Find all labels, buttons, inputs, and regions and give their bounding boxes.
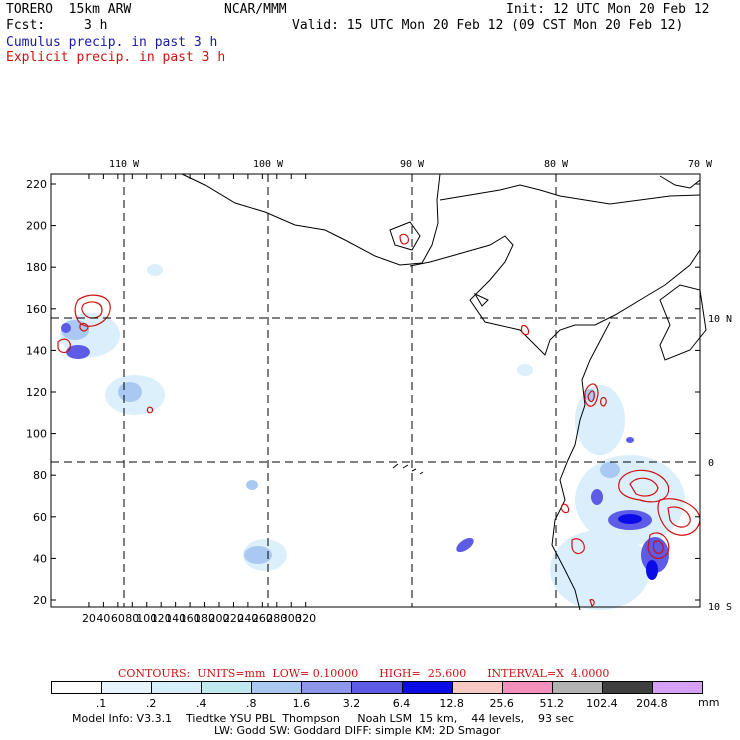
lat-label: 10 N bbox=[708, 314, 732, 325]
y-tick-label: 20 bbox=[33, 594, 47, 607]
colorbar-swatch bbox=[401, 681, 453, 694]
colorbar-swatch bbox=[51, 681, 103, 694]
colorbar-label: .4 bbox=[195, 697, 207, 710]
x-tick-label: 120 bbox=[151, 612, 172, 625]
lon-label: 70 W bbox=[688, 159, 713, 170]
x-tick-label: 180 bbox=[194, 612, 215, 625]
y-tick-label: 100 bbox=[26, 428, 47, 441]
contours-info: CONTOURS: UNITS=mm LOW= 0.10000 HIGH= 25… bbox=[118, 667, 610, 680]
explicit-precip-contours bbox=[57, 233, 701, 607]
colorbar-units: mm bbox=[698, 696, 720, 709]
model-info-line1: Model Info: V3.3.1 Tiedtke YSU PBL Thomp… bbox=[72, 712, 575, 725]
org-label: NCAR/MMM bbox=[224, 2, 287, 17]
x-tick-label: 280 bbox=[266, 612, 287, 625]
colorbar-swatch bbox=[551, 681, 603, 694]
lon-label: 80 W bbox=[544, 159, 569, 170]
colorbar-label: 204.8 bbox=[636, 697, 668, 710]
colorbar-label: 3.2 bbox=[342, 697, 361, 710]
y-tick-label: 80 bbox=[33, 469, 47, 482]
y-tick-label: 220 bbox=[26, 178, 47, 191]
lon-label: 100 W bbox=[253, 159, 284, 170]
y-tick-label: 120 bbox=[26, 386, 47, 399]
colorbar-label: 51.2 bbox=[539, 697, 565, 710]
y-tick-label: 60 bbox=[33, 511, 47, 524]
x-tick-label: 160 bbox=[180, 612, 201, 625]
y-tick-label: 200 bbox=[26, 220, 47, 233]
colorbar-swatch bbox=[251, 681, 303, 694]
colorbar-label: 6.4 bbox=[392, 697, 411, 710]
graticule bbox=[51, 174, 700, 607]
colorbar-label: .2 bbox=[145, 697, 157, 710]
lat-label: 0 bbox=[708, 458, 714, 469]
y-tick-label: 40 bbox=[33, 552, 47, 565]
x-tick-label: 100 bbox=[136, 612, 157, 625]
field-explicit-label: Explicit precip. in past 3 h bbox=[6, 50, 226, 65]
colorbar-swatch bbox=[101, 681, 153, 694]
x-tick-label: 140 bbox=[165, 612, 186, 625]
model-name: TORERO 15km ARW bbox=[6, 2, 132, 17]
fcst-value: 3 h bbox=[84, 18, 108, 33]
colorbar-swatch bbox=[601, 681, 653, 694]
colorbar-label: 102.4 bbox=[586, 697, 618, 710]
x-tick-label: 80 bbox=[125, 612, 139, 625]
y-tick-label: 140 bbox=[26, 344, 47, 357]
x-tick-label: 320 bbox=[295, 612, 316, 625]
colorbar-swatch bbox=[201, 681, 253, 694]
colorbar-label: .8 bbox=[246, 697, 257, 710]
colorbar-label: .1 bbox=[95, 697, 107, 710]
fcst-label: Fcst: bbox=[6, 18, 46, 33]
colorbar-swatch bbox=[151, 681, 203, 694]
latitude-labels: 10 N 0 10 S bbox=[708, 314, 732, 613]
map-frame bbox=[50, 173, 701, 608]
cumulus-precip-shading bbox=[60, 264, 685, 610]
colorbar-swatch bbox=[651, 681, 703, 694]
x-tick-label: 260 bbox=[252, 612, 273, 625]
lat-label: 10 S bbox=[708, 602, 732, 613]
x-tick-label: 220 bbox=[223, 612, 244, 625]
lon-label: 90 W bbox=[400, 159, 425, 170]
x-tick-label: 40 bbox=[96, 612, 110, 625]
colorbar-swatch bbox=[501, 681, 553, 694]
colorbar-label: 25.6 bbox=[489, 697, 514, 710]
x-tick-label: 200 bbox=[209, 612, 230, 625]
x-tick-label: 300 bbox=[281, 612, 302, 625]
colorbar-swatch bbox=[451, 681, 503, 694]
x-tick-label: 240 bbox=[237, 612, 258, 625]
init-time: Init: 12 UTC Mon 20 Feb 12 bbox=[506, 2, 710, 17]
lon-label: 110 W bbox=[109, 159, 140, 170]
coastlines bbox=[181, 173, 707, 611]
y-axis: 20 40 60 80 100 120 140 160 180 200 220 bbox=[26, 178, 700, 607]
x-tick-label: 20 bbox=[82, 612, 96, 625]
colorbar-label: 1.6 bbox=[292, 697, 311, 710]
colorbar-swatch bbox=[301, 681, 353, 694]
valid-time: Valid: 15 UTC Mon 20 Feb 12 (09 CST Mon … bbox=[292, 18, 684, 33]
model-info-line2: LW: Godd SW: Goddard DIFF: simple KM: 2D… bbox=[214, 724, 501, 737]
y-tick-label: 160 bbox=[26, 303, 47, 316]
colorbar-swatch bbox=[351, 681, 403, 694]
x-tick-label: 60 bbox=[111, 612, 125, 625]
y-tick-label: 180 bbox=[26, 261, 47, 274]
field-cumulus-label: Cumulus precip. in past 3 h bbox=[6, 35, 218, 50]
colorbar-label: 12.8 bbox=[439, 697, 464, 710]
longitude-labels: 110 W 100 W 90 W 80 W 70 W bbox=[109, 159, 713, 170]
x-axis: 20 40 60 8010012014016018020022024026028030… bbox=[82, 174, 316, 625]
